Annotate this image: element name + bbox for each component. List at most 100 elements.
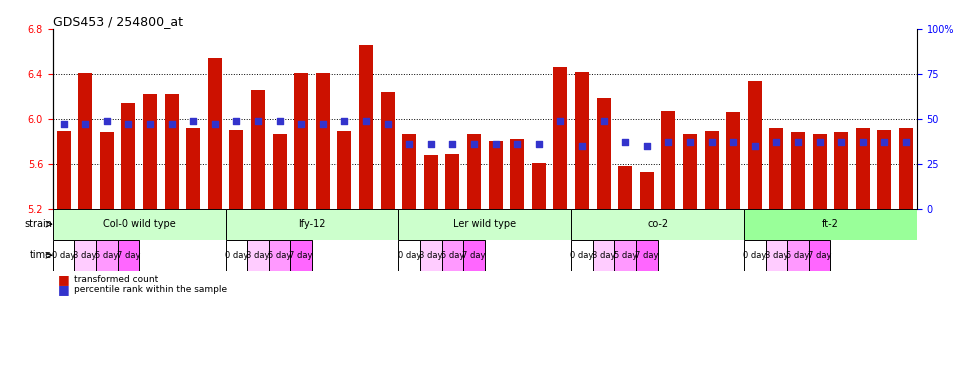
Text: ■: ■ [58,283,69,296]
Point [660,139,676,145]
Bar [248,240,269,271]
Bar [705,131,719,209]
Text: 3 day: 3 day [420,251,443,260]
Text: 0 day: 0 day [743,251,766,260]
Bar [78,73,92,209]
Bar [510,139,524,209]
Bar [618,166,633,209]
Point [833,139,849,145]
Bar [359,45,373,209]
Bar [57,131,71,209]
Bar [398,240,420,271]
Text: 5 day: 5 day [268,251,291,260]
Point [726,139,741,145]
Bar [380,92,395,209]
Bar [226,209,398,240]
Text: 3 day: 3 day [592,251,615,260]
Bar [464,240,485,271]
Text: 7 day: 7 day [636,251,659,260]
Bar [294,73,308,209]
Bar [787,240,808,271]
Bar [855,128,870,209]
Bar [766,240,787,271]
Bar [553,67,567,209]
Bar [96,240,117,271]
Point [704,139,719,145]
Point [444,141,460,147]
Point [769,139,784,145]
Text: Ler wild type: Ler wild type [453,219,516,229]
Point [207,122,223,127]
Bar [442,240,464,271]
Bar [207,59,222,209]
Text: 0 day: 0 day [570,251,593,260]
Bar [877,130,892,209]
Bar [398,209,571,240]
Point [99,118,114,124]
Point [56,122,71,127]
Bar [251,90,265,209]
Text: lfy-12: lfy-12 [299,219,325,229]
Bar [489,141,503,209]
Point [531,141,546,147]
Point [228,118,244,124]
Bar [290,240,312,271]
Point [401,141,417,147]
Bar [164,94,179,209]
Text: 7 day: 7 day [808,251,831,260]
Point [876,139,892,145]
Bar [316,73,330,209]
Bar [53,240,75,271]
Point [812,139,828,145]
Text: 3 day: 3 day [247,251,270,260]
Text: 7 day: 7 day [290,251,313,260]
Bar [571,240,593,271]
Bar [899,128,913,209]
Bar [121,103,135,209]
Bar [423,155,438,209]
Bar [273,134,287,209]
Point [553,118,568,124]
Bar [812,134,827,209]
Bar [808,240,830,271]
Text: Col-0 wild type: Col-0 wild type [103,219,176,229]
Text: 0 day: 0 day [397,251,420,260]
Text: 0 day: 0 day [52,251,75,260]
Point [380,122,396,127]
Text: 5 day: 5 day [95,251,118,260]
Text: 7 day: 7 day [117,251,140,260]
Text: 0 day: 0 day [225,251,248,260]
Point [747,143,762,149]
Bar [614,240,636,271]
Point [899,139,914,145]
Bar [467,134,481,209]
Point [683,139,698,145]
Bar [117,240,139,271]
Text: 7 day: 7 day [463,251,486,260]
Point [358,118,373,124]
Text: GDS453 / 254800_at: GDS453 / 254800_at [53,15,182,28]
Point [294,122,309,127]
Bar [143,94,157,209]
Bar [639,172,654,209]
Bar [53,209,226,240]
Bar [571,209,744,240]
Point [617,139,633,145]
Bar [683,134,697,209]
Point [639,143,655,149]
Bar [74,240,96,271]
Bar [229,130,244,209]
Bar [791,132,805,209]
Point [121,122,136,127]
Bar [532,163,546,209]
Text: strain: strain [24,219,53,229]
Point [337,118,352,124]
Point [423,141,439,147]
Text: 3 day: 3 day [765,251,788,260]
Bar [593,240,614,271]
Point [596,118,612,124]
Text: 5 day: 5 day [786,251,809,260]
Text: 5 day: 5 day [613,251,636,260]
Bar [748,81,762,209]
Point [78,122,93,127]
